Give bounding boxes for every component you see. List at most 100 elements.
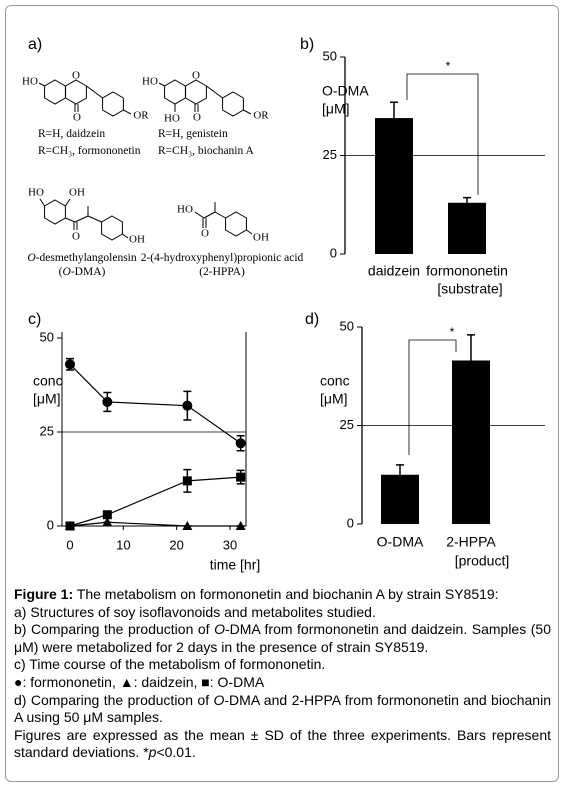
caption-text: b) Comparing the production of (14, 621, 215, 638)
caption-paragraph: Figure 1: The metabolism on formononetin… (14, 586, 551, 604)
figure-panels: a) b) c) d) HO O O OR R=H, daidzein R=CH₃, formon… (22, 36, 545, 573)
ring (225, 211, 247, 237)
marker (102, 510, 112, 520)
structure-caption: R=CH₃, formononetin (38, 145, 141, 157)
structure-caption: R=H, daidzein (38, 128, 105, 140)
error-bar (390, 101, 398, 119)
y-axis-label: conc (320, 373, 350, 389)
marker (102, 396, 113, 407)
y-axis-label: O-DMA (322, 83, 369, 99)
structure-caption: 2-(4-hydroxyphenyl)propionic acid (141, 252, 304, 264)
marker (182, 476, 192, 486)
y-axis-label: [μM] (322, 101, 350, 117)
caption-text: -DMA and 2-HPPA from formononetin and bi… (14, 691, 551, 726)
caption-run: -desmethylangolensin (36, 252, 137, 264)
bond (243, 109, 252, 115)
x-tick-label: daidzein (368, 263, 420, 279)
error-bar (463, 196, 471, 203)
caption-run: R=CH₃, formononetin (38, 145, 141, 157)
panel-label: b) (300, 36, 314, 53)
series-line (69, 363, 242, 444)
ring (185, 79, 207, 105)
figure-frame (5, 5, 559, 782)
caption-run: ( (59, 266, 63, 278)
structure-caption: (2-HPPA) (199, 266, 245, 278)
atom-label: HO (22, 76, 38, 88)
significance-label: * (450, 325, 455, 339)
atom-label: O (72, 70, 80, 82)
bond (206, 85, 223, 99)
bond (38, 82, 45, 87)
caption-paragraph: b) Comparing the production of O-DMA fro… (14, 621, 551, 656)
caption-run: R=H, genistein (158, 128, 228, 140)
structure-caption: (O-DMA) (59, 266, 106, 278)
caption-paragraph: c) Time course of the metabolism of form… (14, 656, 551, 674)
caption-run: O (63, 266, 72, 278)
marker (235, 521, 246, 530)
bond (246, 229, 253, 235)
y-tick-label: 0 (347, 515, 354, 530)
marker (182, 521, 193, 530)
caption-run: R=CH₃, biochanin A (158, 145, 254, 157)
series-line (69, 521, 241, 527)
caption-run: O (27, 252, 36, 264)
atom-label: OR (133, 110, 149, 122)
atom-label: O (192, 70, 200, 82)
bond (194, 211, 205, 219)
bond (122, 233, 129, 239)
caption-text: Figures are expressed as the mean ± SD o… (14, 726, 551, 761)
atom-label: O (201, 228, 209, 240)
caption-run: R=H, daidzein (38, 128, 105, 140)
bond (158, 82, 165, 87)
y-tick-label: 0 (47, 517, 54, 532)
caption-text: ●: formononetin, ▲: daidzein, ■: O-DMA (14, 673, 265, 690)
x-axis-label: [substrate] (437, 281, 502, 297)
y-tick-label: 0 (330, 245, 337, 260)
caption-text: Figure 1: (14, 586, 74, 602)
atom-label: O (193, 112, 201, 124)
atom-label: OH (129, 234, 145, 246)
y-tick-label: 25 (40, 423, 54, 438)
significance-label: * (446, 59, 451, 73)
atom-label: OH (253, 232, 269, 244)
y-tick-label: 25 (340, 417, 354, 432)
bond (64, 198, 71, 207)
caption-text: d) Comparing the production of (14, 691, 214, 708)
y-axis-label: [μM] (33, 391, 61, 407)
x-tick-label: 0 (66, 537, 73, 552)
marker (65, 521, 75, 531)
bond (39, 198, 46, 207)
caption-text: <0.01. (156, 744, 196, 761)
bar (448, 202, 486, 254)
structure-caption: O-desmethylangolensin (27, 252, 136, 264)
caption-text: O (214, 621, 225, 638)
ring (101, 215, 123, 241)
atom-label: HO (177, 204, 193, 216)
significance-bracket (408, 339, 457, 455)
ring (44, 199, 66, 225)
caption-paragraph: Figures are expressed as the mean ± SD o… (14, 727, 551, 762)
ring (164, 79, 186, 105)
bar (452, 360, 490, 524)
x-tick-label: 2-HPPA (446, 534, 496, 550)
caption-text: O (213, 691, 225, 708)
bond (203, 211, 216, 219)
series-line (69, 476, 241, 527)
structure-caption: R=CH₃, biochanin A (158, 145, 254, 157)
bond (87, 215, 102, 223)
atom-label: O (72, 231, 80, 243)
y-tick-label: 25 (323, 147, 337, 162)
caption-text: p (148, 744, 157, 761)
ring (102, 91, 124, 117)
error-bar (396, 464, 404, 475)
error-bar (467, 334, 475, 361)
caption-text: c) Time course of the metabolism of form… (14, 656, 326, 673)
atom-label: O (73, 112, 81, 124)
panel-label: a) (28, 36, 42, 53)
bar (381, 474, 419, 524)
marker (236, 472, 246, 482)
caption-paragraph: ●: formononetin, ▲: daidzein, ■: O-DMA (14, 674, 551, 692)
caption-run: (2-HPPA) (199, 266, 245, 278)
atom-label: OR (253, 110, 269, 122)
